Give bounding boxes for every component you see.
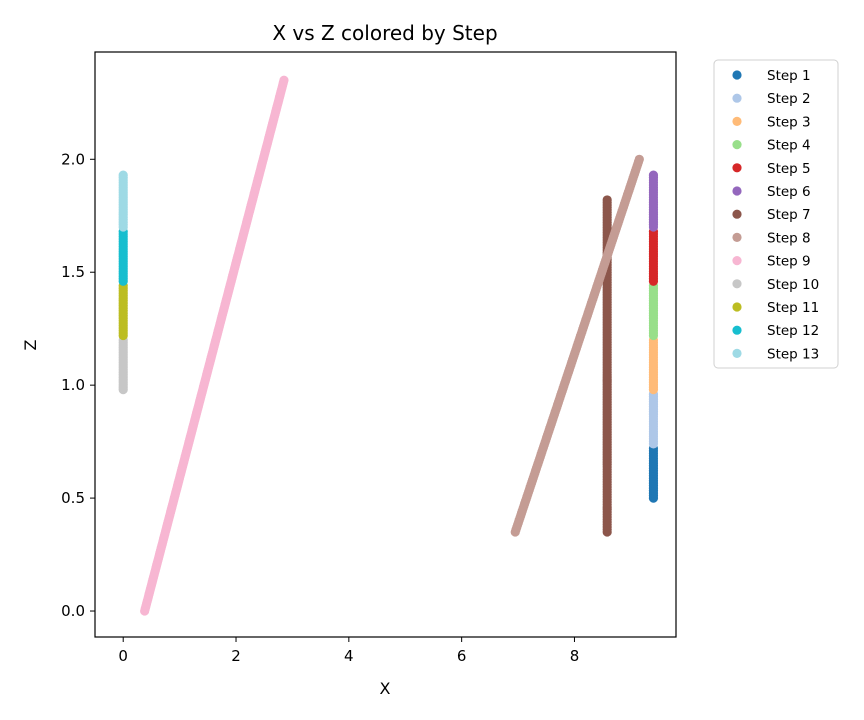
legend-marker [732, 186, 742, 196]
series-step-9 [140, 75, 289, 616]
legend-label: Step 10 [767, 277, 819, 293]
legend-item: Step 8 [732, 230, 811, 246]
x-tick-label: 8 [570, 647, 580, 665]
legend-marker [732, 256, 742, 266]
legend-label: Step 11 [767, 300, 819, 316]
series-step-11 [118, 281, 128, 341]
data-point [279, 75, 289, 85]
legend-marker [732, 325, 742, 335]
legend-item: Step 5 [732, 161, 811, 177]
series-layer [118, 75, 659, 616]
series-step-4 [648, 281, 659, 341]
x-tick-label: 2 [231, 647, 241, 665]
legend-marker [732, 209, 742, 219]
legend-item: Step 4 [732, 138, 811, 154]
legend-marker [732, 302, 742, 312]
legend-item: Step 6 [732, 184, 811, 200]
data-point [602, 195, 612, 205]
y-axis-label: Z [21, 339, 40, 350]
y-tick-label: 0.0 [61, 602, 85, 620]
series-step-1 [648, 443, 659, 503]
series-step-7 [602, 195, 612, 537]
plot-area [95, 52, 676, 637]
legend-label: Step 4 [767, 138, 811, 154]
legend-label: Step 5 [767, 161, 811, 177]
legend-item: Step 11 [732, 300, 819, 316]
legend-label: Step 9 [767, 254, 811, 270]
legend-box [713, 59, 839, 369]
legend-label: Step 6 [767, 184, 811, 200]
legend-label: Step 3 [767, 114, 811, 130]
legend-marker [732, 116, 742, 126]
y-tick-label: 0.5 [61, 489, 85, 507]
legend-label: Step 13 [767, 346, 819, 362]
legend-label: Step 8 [767, 230, 811, 246]
legend-marker [732, 232, 742, 242]
legend-marker [732, 279, 742, 289]
legend-marker [732, 140, 742, 150]
legend-marker [732, 348, 742, 358]
series-step-2 [648, 389, 659, 449]
legend-marker [732, 93, 742, 103]
x-axis-label: X [380, 679, 391, 698]
legend-item: Step 7 [732, 207, 811, 223]
x-tick-label: 4 [344, 647, 354, 665]
series-step-6 [648, 170, 659, 232]
x-axis-ticks: 0 2 4 6 8 [118, 637, 579, 665]
legend-item: Step 12 [732, 323, 819, 339]
series-step-13 [118, 170, 128, 232]
axes-frame [94, 51, 677, 638]
legend-marker [732, 70, 742, 80]
y-tick-label: 1.5 [61, 263, 85, 281]
data-point [648, 170, 659, 180]
x-tick-label: 6 [457, 647, 467, 665]
data-point [118, 170, 128, 180]
chart-title: X vs Z colored by Step [272, 21, 497, 45]
series-step-3 [648, 335, 659, 395]
series-step-8 [510, 154, 644, 537]
legend-item: Step 10 [732, 277, 819, 293]
legend-item: Step 3 [732, 114, 811, 130]
legend-item: Step 1 [732, 68, 811, 84]
legend-marker [732, 163, 742, 173]
legend-label: Step 2 [767, 91, 811, 107]
data-point [634, 154, 644, 164]
y-axis-ticks: 0.0 0.5 1.0 1.5 2.0 [61, 150, 95, 620]
series-step-12 [118, 226, 128, 286]
legend-item: Step 9 [732, 254, 811, 270]
legend-label: Step 7 [767, 207, 811, 223]
legend-label: Step 12 [767, 323, 819, 339]
legend-item: Step 2 [732, 91, 811, 107]
x-tick-label: 0 [118, 647, 128, 665]
y-tick-label: 1.0 [61, 376, 85, 394]
legend: Step 1 Step 2 Step 3 Step 4 Step 5 Step 6 Step… [732, 68, 819, 362]
legend-item: Step 13 [732, 346, 819, 362]
y-tick-label: 2.0 [61, 150, 85, 168]
legend-label: Step 1 [767, 68, 811, 84]
series-step-10 [118, 335, 128, 395]
series-step-5 [648, 226, 659, 286]
